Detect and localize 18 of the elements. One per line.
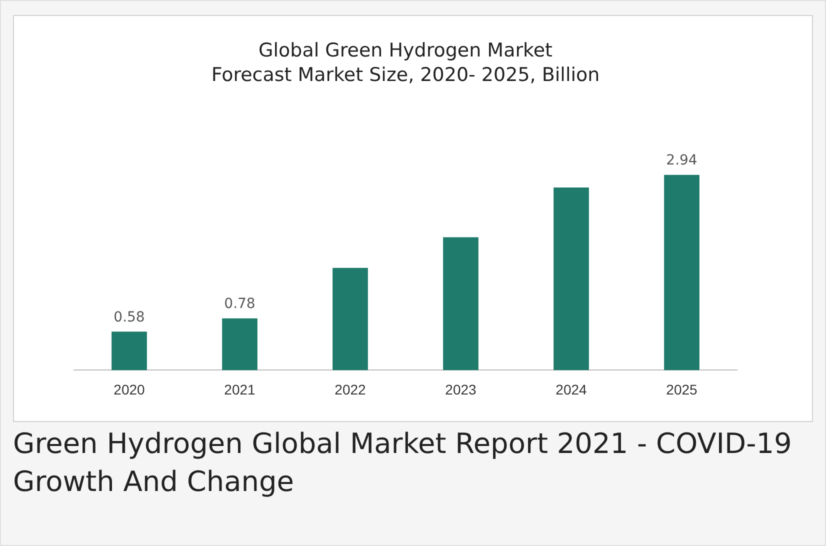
bar [112,332,147,370]
x-tick-label: 2023 [445,381,477,398]
x-tick-label: 2021 [224,381,256,398]
bar [554,187,589,370]
bar [332,268,368,370]
data-label: 0.78 [224,296,256,312]
bar [443,237,478,370]
x-tick-label: 2024 [556,381,588,398]
chart-title: Global Green Hydrogen Market [258,39,552,62]
x-tick-label: 2020 [114,381,146,398]
bar [664,174,700,370]
data-label: 0.58 [114,309,145,326]
x-tick-label: 2025 [666,381,698,398]
chart-subtitle: Forecast Market Size, 2020- 2025, Billion [211,64,600,86]
data-label: 2.94 [666,152,698,168]
text: Green Hydrogen Global Market Report 2021 - COVID-19 Growth And Change [13,426,793,500]
bar [222,318,258,370]
x-tick-label: 2022 [334,381,366,398]
